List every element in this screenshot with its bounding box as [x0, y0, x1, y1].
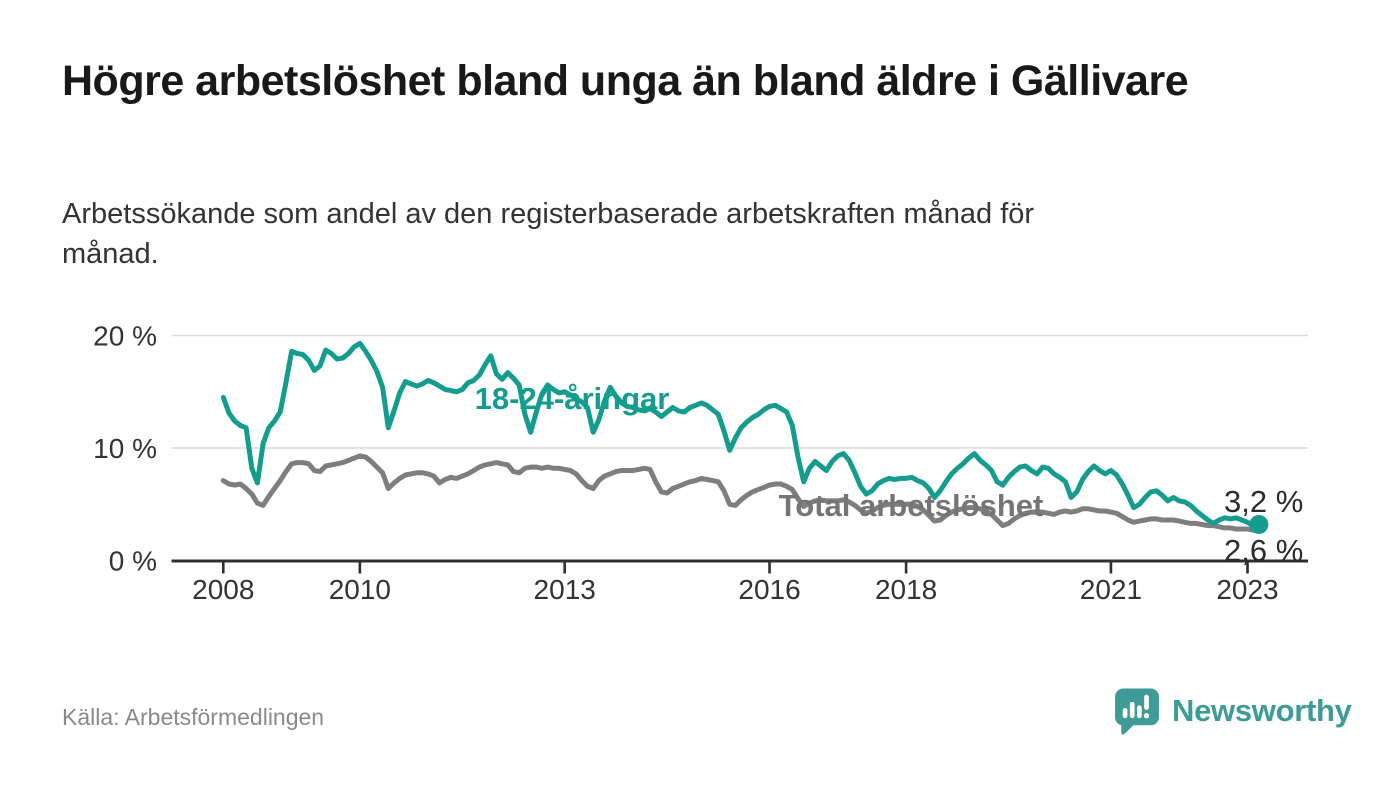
brand-wordmark: Newsworthy	[1172, 693, 1352, 728]
value-label-youth: 3,2 %	[1224, 484, 1303, 519]
source-caption: Källa: Arbetsförmedlingen	[62, 704, 325, 730]
bar-chart-glyph	[1122, 694, 1150, 719]
y-axis-label-20: 20 %	[93, 321, 157, 352]
y-axis-label-10: 10 %	[93, 433, 157, 464]
label-total-series: Total arbetslöshet	[779, 488, 1044, 523]
label-youth-series: 18-24-åringar	[475, 381, 670, 416]
brand-logo: Newsworthy	[1112, 685, 1352, 737]
series-line-total	[220, 453, 1262, 534]
x-axis-label-2010: 2010	[329, 574, 391, 605]
newsworthy-bubble-icon	[1115, 688, 1159, 735]
x-axis-label-2013: 2013	[534, 574, 596, 605]
page-title: Högre arbetslöshet bland unga än bland ä…	[62, 57, 1189, 105]
speech-bubble-shape	[1115, 688, 1159, 735]
chart-subtitle: Arbetssökande som andel av den registerb…	[62, 198, 1035, 270]
x-axis-label-2018: 2018	[875, 574, 937, 605]
y-axis-label-0: 0 %	[109, 546, 157, 577]
x-axis-label-2016: 2016	[738, 574, 800, 605]
x-axis-label-2021: 2021	[1080, 574, 1142, 605]
x-axis-label-2008: 2008	[192, 574, 254, 605]
value-label-total: 2,6 %	[1224, 533, 1303, 568]
youth-endpoint-dot	[1249, 515, 1269, 534]
series-line-youth	[220, 340, 1262, 529]
x-axis-label-2023: 2023	[1216, 574, 1278, 605]
